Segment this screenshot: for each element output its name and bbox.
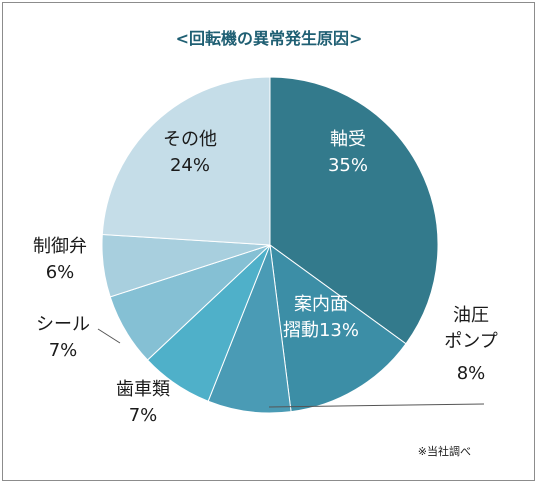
pie-slices <box>101 76 439 414</box>
slice-label-name: シール <box>36 314 90 335</box>
pie-slice <box>269 76 439 345</box>
slice-label-name: 案内面摺動13% <box>283 294 359 341</box>
slice-label-value: 6% <box>46 262 75 283</box>
slice-label-value: 7% <box>49 340 78 361</box>
leader-line <box>97 328 121 344</box>
chart-title: <回転機の異常発生原因> <box>176 29 363 48</box>
slice-label-name: その他 <box>163 129 217 150</box>
slice-label-name: 制御弁 <box>33 236 87 257</box>
pie-slice <box>101 76 271 246</box>
slice-label-name: 歯車類 <box>116 379 170 400</box>
leader-line <box>268 403 485 408</box>
slice-label-value: 7% <box>129 405 158 426</box>
chart-frame: <回転機の異常発生原因> 軸受 35% 案内面摺動13% 油圧ポンプ 8% 歯車類 7% シー… <box>2 2 535 481</box>
slice-label-name: 軸受 <box>330 129 366 150</box>
pie-chart: <回転機の異常発生原因> 軸受 35% 案内面摺動13% 油圧ポンプ 8% 歯車類 7% シー… <box>33 29 498 458</box>
slice-label-value: 35% <box>328 155 368 176</box>
slice-labels: 軸受 35% 案内面摺動13% 油圧ポンプ 8% 歯車類 7% シール 7% 制御弁 6% その他 24… <box>33 129 498 426</box>
leader-lines <box>97 328 485 408</box>
pie-slice <box>269 243 407 413</box>
slice-label-name: 油圧ポンプ <box>444 305 497 352</box>
slice-label-value: 24% <box>170 155 210 176</box>
slice-label-value: 8% <box>457 363 486 384</box>
source-note: ※当社調べ <box>418 444 471 458</box>
